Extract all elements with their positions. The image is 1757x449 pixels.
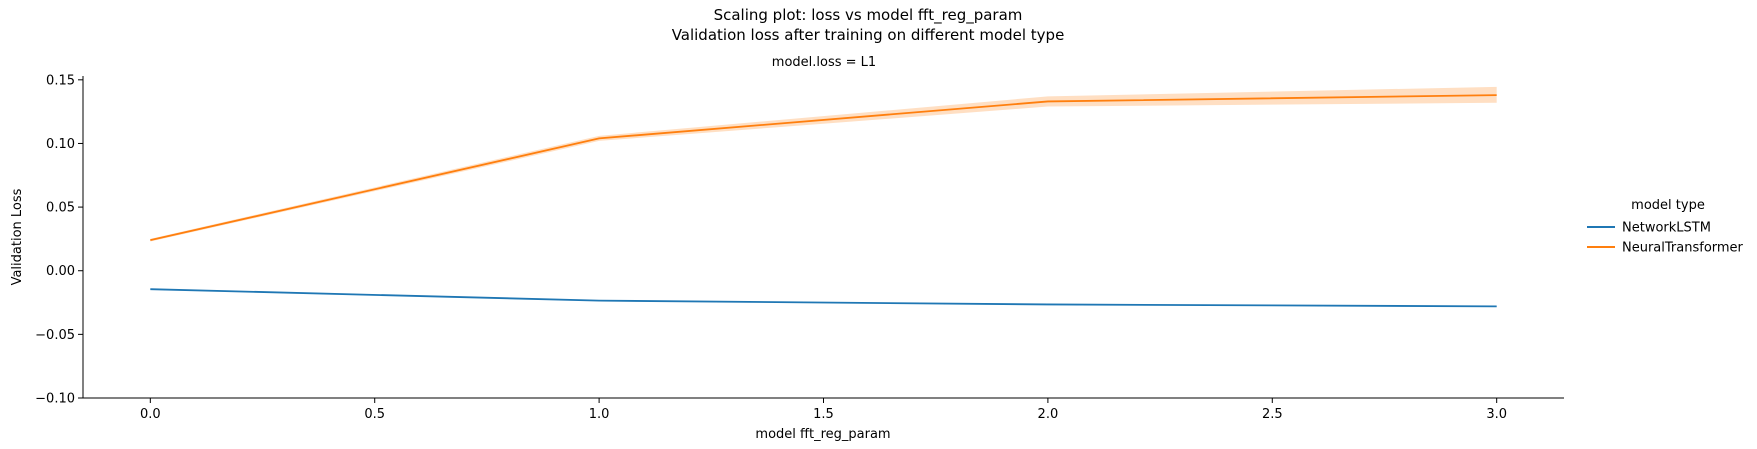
legend-items: NetworkLSTM NeuralTransformer	[1587, 221, 1744, 256]
x-tick-label: 2.0	[1038, 407, 1059, 422]
facet-label: model.loss = L1	[772, 55, 876, 70]
confidence-band-neuraltransformer	[150, 86, 1497, 242]
x-tick-label: 1.5	[813, 407, 834, 422]
series-line-neuraltransformer	[150, 94, 1497, 242]
y-tick-label: 0.10	[46, 137, 75, 152]
x-tick-label: 3.0	[1486, 407, 1507, 422]
y-tick-label: −0.05	[35, 328, 75, 343]
series-lines	[150, 94, 1497, 308]
series-line-networklstm	[150, 288, 1497, 308]
chart-title-line-2: Validation loss after training on differ…	[672, 26, 1065, 44]
x-tick-label: 0.0	[140, 407, 161, 422]
x-tick-label: 0.5	[364, 407, 385, 422]
legend-label-neuraltransformer: NeuralTransformer	[1622, 241, 1744, 256]
plot-area: 0.0 0.5 1.0 1.5 2.0 2.5 3.0 −0.10 −0.05 0.00 0.05…	[35, 73, 1564, 422]
confidence-band-networklstm	[150, 288, 1497, 307]
y-axis-label: Validation Loss	[10, 188, 25, 285]
y-tick-label: 0.00	[46, 264, 75, 279]
chart-title-line-1: Scaling plot: loss vs model fft_reg_para…	[714, 6, 1023, 25]
y-tick-label: −0.10	[35, 392, 75, 407]
x-axis-label: model fft_reg_param	[755, 427, 890, 442]
legend-title: model type	[1631, 198, 1705, 213]
x-tick-label: 1.0	[589, 407, 610, 422]
x-axis-ticks: 0.0 0.5 1.0 1.5 2.0 2.5 3.0	[140, 398, 1507, 422]
legend-label-networklstm: NetworkLSTM	[1622, 221, 1711, 236]
y-axis-ticks: −0.10 −0.05 0.00 0.05 0.10 0.15	[35, 73, 83, 407]
y-tick-label: 0.05	[46, 201, 75, 216]
confidence-bands	[150, 86, 1497, 307]
legend: model type NetworkLSTM NeuralTransformer	[1587, 198, 1744, 256]
y-tick-label: 0.15	[46, 73, 75, 88]
x-tick-label: 2.5	[1262, 407, 1283, 422]
